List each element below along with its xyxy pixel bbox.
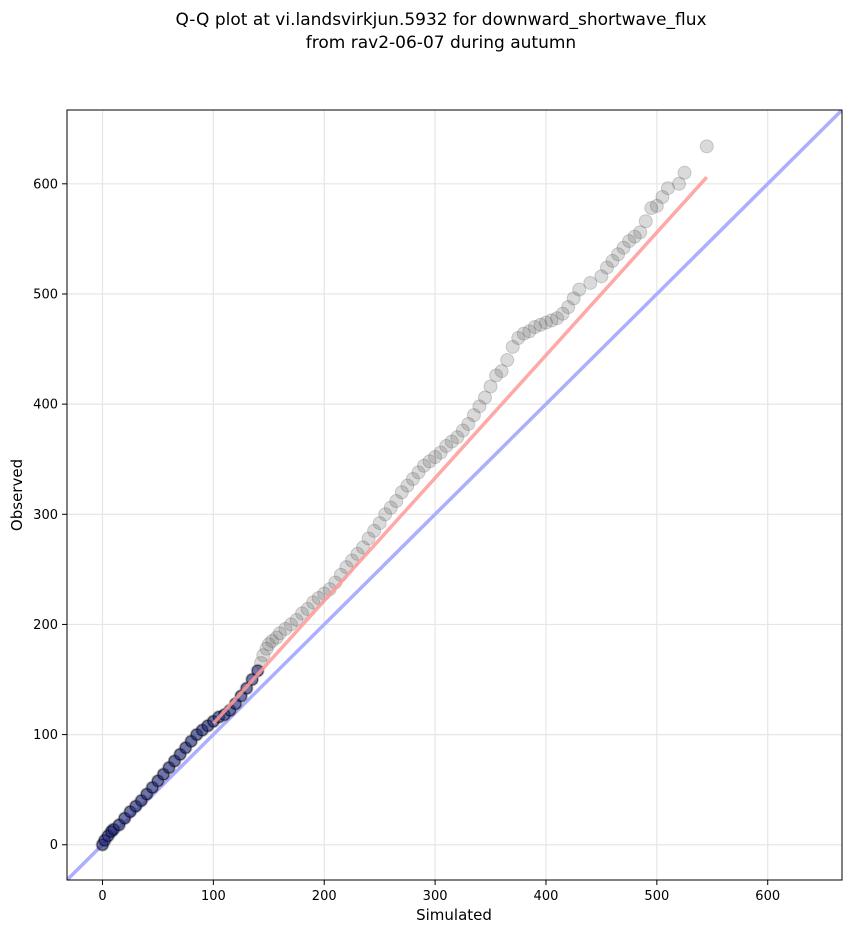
quantile-point xyxy=(411,465,426,480)
quantile-point xyxy=(472,399,487,414)
quantile-point xyxy=(295,606,310,621)
quantile-point xyxy=(483,379,498,394)
quantile-point xyxy=(455,423,470,438)
quantile-point xyxy=(289,613,304,628)
quantile-point xyxy=(356,540,371,555)
quantile-point xyxy=(649,198,664,213)
quantile-point xyxy=(361,531,376,546)
quantile-point xyxy=(466,408,481,423)
quantile-point xyxy=(655,190,670,205)
quantile-point xyxy=(494,364,509,379)
quantile-point xyxy=(611,247,626,262)
quantile-point xyxy=(400,478,415,493)
identity-line xyxy=(67,110,842,880)
quantile-point xyxy=(633,225,648,240)
quantile-point xyxy=(538,315,553,330)
quantile-point xyxy=(627,229,642,244)
quantile-point xyxy=(394,485,409,500)
y-axis-ticks: 0 100 200 300 400 500 600 xyxy=(33,177,67,853)
quantile-point xyxy=(599,260,614,275)
x-tick-label: 300 xyxy=(423,889,448,904)
x-axis-ticks: 0 100 200 300 400 500 600 xyxy=(98,880,780,904)
quantile-point xyxy=(516,326,531,341)
quantile-point xyxy=(256,648,271,663)
y-tick-label: 100 xyxy=(33,728,58,743)
quantile-point xyxy=(450,430,465,445)
y-tick-label: 0 xyxy=(50,838,58,853)
quantile-point xyxy=(272,626,287,641)
y-tick-label: 300 xyxy=(33,508,58,523)
x-tick-label: 600 xyxy=(755,889,780,904)
quantile-point xyxy=(550,311,565,326)
quantile-point xyxy=(544,313,559,328)
y-tick-label: 500 xyxy=(33,287,58,302)
quantile-point xyxy=(561,300,576,315)
y-tick-label: 400 xyxy=(33,398,58,413)
quantile-point xyxy=(417,458,432,473)
quantile-point xyxy=(350,546,365,561)
quantile-point xyxy=(555,306,570,321)
y-tick-label: 600 xyxy=(33,177,58,192)
grid-lines xyxy=(67,110,842,880)
quantile-point xyxy=(367,523,382,538)
quantile-point xyxy=(522,324,537,339)
quantile-point xyxy=(500,353,515,368)
quantile-point xyxy=(616,240,631,255)
quantile-point xyxy=(566,291,581,306)
quantile-point xyxy=(527,320,542,335)
quantile-point xyxy=(594,269,609,284)
quantile-point xyxy=(699,139,714,154)
quantile-point xyxy=(660,181,675,196)
quantile-point xyxy=(572,282,587,297)
quantile-point xyxy=(583,275,598,290)
dense-points-overlay xyxy=(96,664,264,851)
quantile-point xyxy=(405,472,420,487)
quantile-point xyxy=(422,454,437,469)
quantile-point xyxy=(622,234,637,249)
quantile-point xyxy=(489,368,504,383)
quantile-point xyxy=(672,176,687,191)
x-tick-label: 400 xyxy=(534,889,559,904)
quantile-point xyxy=(269,630,284,645)
x-axis-label: Simulated xyxy=(416,906,492,924)
quantile-point xyxy=(265,633,280,648)
quantile-point xyxy=(306,595,321,610)
quantile-point xyxy=(511,331,526,346)
x-tick-label: 0 xyxy=(98,889,106,904)
y-axis-label: Observed xyxy=(8,459,26,531)
quantile-point xyxy=(433,445,448,460)
quantile-point xyxy=(378,507,393,522)
quantile-point xyxy=(372,516,387,531)
quantile-point xyxy=(383,500,398,515)
quantile-point xyxy=(644,201,659,216)
quantile-point xyxy=(638,214,653,229)
plot-frame xyxy=(66,109,843,881)
quantile-point xyxy=(259,641,274,656)
quantile-point xyxy=(677,165,692,180)
quantile-point xyxy=(605,253,620,268)
x-tick-label: 200 xyxy=(312,889,337,904)
chart-title-line-2: from rav2-06-07 during autumn xyxy=(306,33,576,53)
quantile-point xyxy=(261,637,276,652)
quantile-point xyxy=(533,317,548,332)
quantile-point xyxy=(300,602,315,617)
quantile-point xyxy=(477,390,492,405)
plot-area xyxy=(67,110,842,880)
quantile-point xyxy=(439,438,454,453)
quantile-point xyxy=(389,494,404,509)
y-tick-label: 200 xyxy=(33,618,58,633)
x-tick-label: 100 xyxy=(201,889,226,904)
quantile-point xyxy=(444,434,459,449)
chart-title-line-1: Q-Q plot at vi.landsvirkjun.5932 for dow… xyxy=(175,10,706,30)
quantile-point xyxy=(278,621,293,636)
quantile-point xyxy=(428,449,443,464)
quantile-point xyxy=(283,617,298,632)
x-tick-label: 500 xyxy=(644,889,669,904)
regression-fit-line xyxy=(212,176,709,725)
quantile-point xyxy=(461,416,476,431)
quantile-point xyxy=(505,339,520,354)
